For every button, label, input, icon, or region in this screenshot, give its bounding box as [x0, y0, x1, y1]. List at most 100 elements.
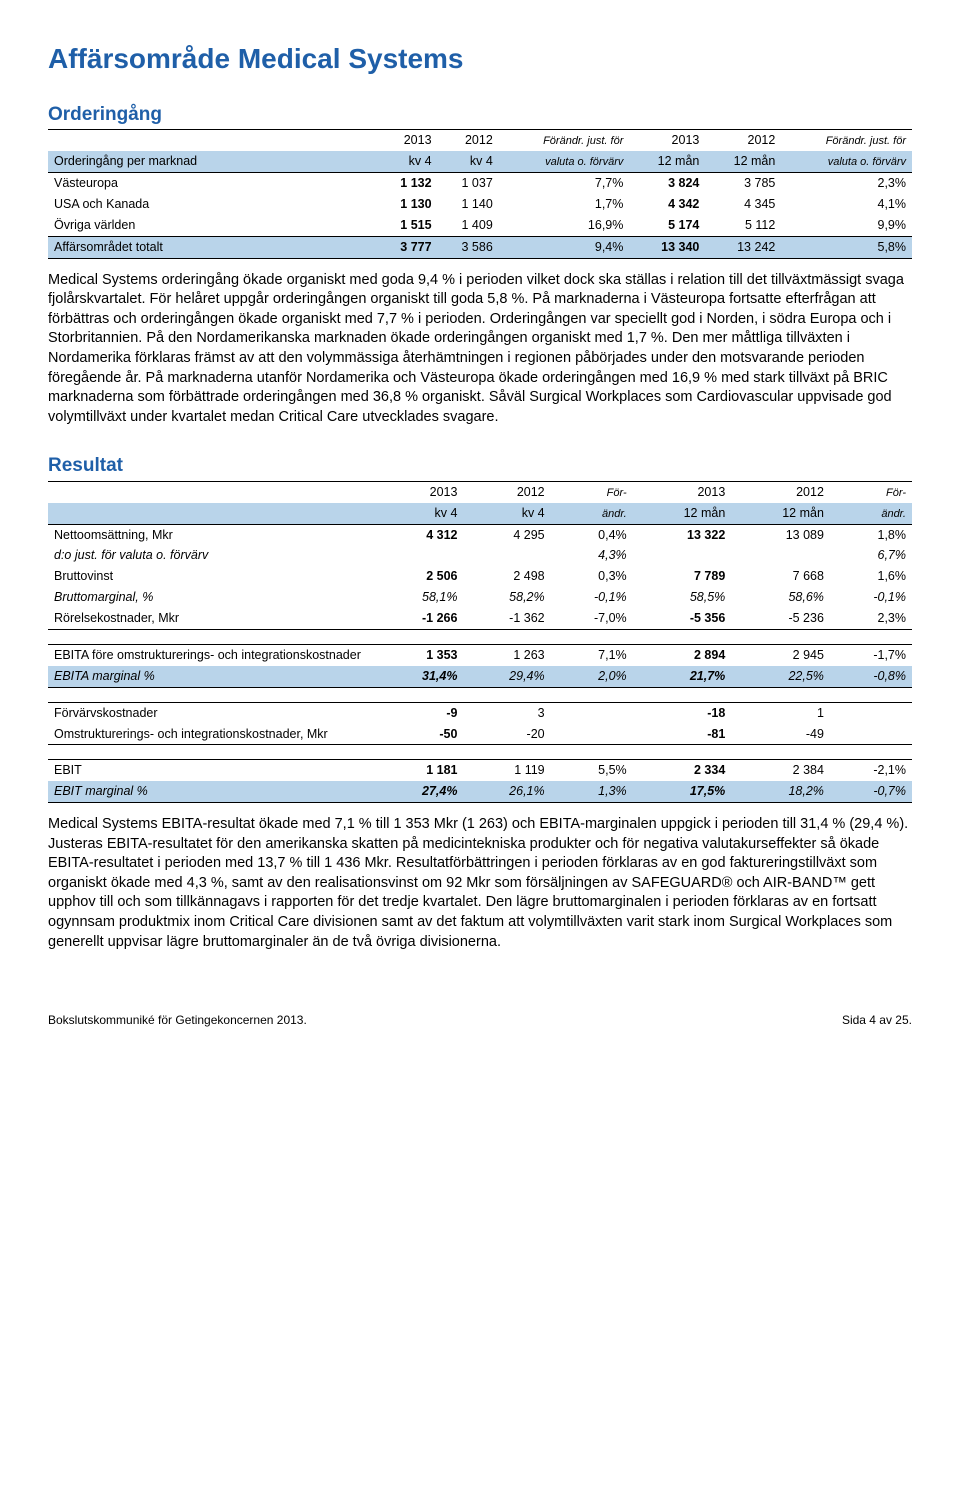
cell: 4 295: [463, 524, 550, 545]
cell: -9: [376, 702, 463, 723]
cell: 2,3%: [830, 608, 912, 629]
row-label: EBIT: [48, 760, 376, 781]
cell: 29,4%: [463, 666, 550, 687]
row-label: USA och Kanada: [48, 194, 376, 215]
cell: 1,8%: [830, 524, 912, 545]
cell: 13 340: [629, 236, 705, 258]
cell: 3 824: [629, 173, 705, 194]
row-label: Rörelsekostnader, Mkr: [48, 608, 376, 629]
cell: 7 668: [731, 566, 830, 587]
row-label: Affärsområdet totalt: [48, 236, 376, 258]
cell: 1 119: [463, 760, 550, 781]
cell: -7,0%: [551, 608, 633, 629]
hdr: För-: [830, 481, 912, 502]
hdr: kv 4: [376, 151, 437, 172]
ordering-title: Orderingång: [48, 102, 912, 128]
cell: 1 140: [438, 194, 499, 215]
cell: 2,3%: [781, 173, 912, 194]
hdr: 2012: [705, 130, 781, 151]
cell: -2,1%: [830, 760, 912, 781]
cell: 9,4%: [499, 236, 630, 258]
cell: -0,1%: [551, 587, 633, 608]
hdr: kv 4: [463, 503, 550, 524]
hdr: Förändr. just. för: [781, 130, 912, 151]
cell: [633, 545, 732, 566]
footer-right: Sida 4 av 25.: [842, 1012, 912, 1028]
cell: -0,8%: [830, 666, 912, 687]
hdr: 2013: [629, 130, 705, 151]
cell: [551, 724, 633, 745]
result-title: Resultat: [48, 453, 912, 479]
cell: 0,4%: [551, 524, 633, 545]
hdr: 12 mån: [731, 503, 830, 524]
table-row: Rörelsekostnader, Mkr-1 266-1 362-7,0%-5…: [48, 608, 912, 629]
ebita-row: EBITA före omstrukturerings- och integra…: [48, 644, 912, 665]
cell: 2 506: [376, 566, 463, 587]
cell: 17,5%: [633, 781, 732, 802]
cell: 58,5%: [633, 587, 732, 608]
cell: 1: [731, 702, 830, 723]
table-row: Bruttovinst2 5062 4980,3%7 7897 6681,6%: [48, 566, 912, 587]
cell: 3 777: [376, 236, 437, 258]
cell: 1,3%: [551, 781, 633, 802]
hdr: kv 4: [438, 151, 499, 172]
paragraph-1: Medical Systems orderingång ökade organi…: [48, 271, 912, 428]
cell: 4,3%: [551, 545, 633, 566]
hdr: ändr.: [830, 503, 912, 524]
cell: 5,8%: [781, 236, 912, 258]
cell: -1,7%: [830, 644, 912, 665]
cell: 7,7%: [499, 173, 630, 194]
hdr: kv 4: [376, 503, 463, 524]
table-row: Nettoomsättning, Mkr4 3124 2950,4%13 322…: [48, 524, 912, 545]
cell: 1 181: [376, 760, 463, 781]
cell: 2 384: [731, 760, 830, 781]
hdr: 2013: [633, 481, 732, 502]
cell: -49: [731, 724, 830, 745]
cell: -81: [633, 724, 732, 745]
cell: 3 785: [705, 173, 781, 194]
ebita-margin-row: EBITA marginal %31,4%29,4%2,0%21,7%22,5%…: [48, 666, 912, 687]
ebit-margin-row: EBIT marginal %27,4%26,1%1,3%17,5%18,2%-…: [48, 781, 912, 802]
row-label: Omstrukturerings- och integrationskostna…: [48, 724, 376, 745]
cell: 58,2%: [463, 587, 550, 608]
cell: [830, 702, 912, 723]
cell: 5 112: [705, 215, 781, 236]
cell: 5,5%: [551, 760, 633, 781]
cell: 2 334: [633, 760, 732, 781]
hdr: 12 mån: [629, 151, 705, 172]
hdr: För-: [551, 481, 633, 502]
cell: 7 789: [633, 566, 732, 587]
hdr: 2012: [463, 481, 550, 502]
row-label: EBITA marginal %: [48, 666, 376, 687]
row-label: Förvärvskostnader: [48, 702, 376, 723]
cell: 1 263: [463, 644, 550, 665]
cell: 16,9%: [499, 215, 630, 236]
row-label: EBITA före omstrukturerings- och integra…: [48, 644, 376, 665]
cell: -18: [633, 702, 732, 723]
hdr: 12 mån: [633, 503, 732, 524]
row-label: Bruttomarginal, %: [48, 587, 376, 608]
cell: 1,6%: [830, 566, 912, 587]
hdr: valuta o. förvärv: [499, 151, 630, 172]
cell: 6,7%: [830, 545, 912, 566]
table-row: Förvärvskostnader-93-181: [48, 702, 912, 723]
cell: 2 945: [731, 644, 830, 665]
table-row: Västeuropa1 1321 0377,7%3 8243 7852,3%: [48, 173, 912, 194]
footer: Bokslutskommuniké för Getingekoncernen 2…: [48, 1012, 912, 1028]
cell: -50: [376, 724, 463, 745]
cell: 1,7%: [499, 194, 630, 215]
cell: 58,6%: [731, 587, 830, 608]
cell: 1 130: [376, 194, 437, 215]
cell: 21,7%: [633, 666, 732, 687]
cell: -0,1%: [830, 587, 912, 608]
cell: 18,2%: [731, 781, 830, 802]
hdr: 12 mån: [705, 151, 781, 172]
ordering-table: 2013 2012 Förändr. just. för 2013 2012 F…: [48, 129, 912, 258]
cell: [376, 545, 463, 566]
table-row: USA och Kanada1 1301 1401,7%4 3424 3454,…: [48, 194, 912, 215]
hdr: ändr.: [551, 503, 633, 524]
cell: 2 498: [463, 566, 550, 587]
cell: 13 089: [731, 524, 830, 545]
cell: 1 515: [376, 215, 437, 236]
cell: [731, 545, 830, 566]
